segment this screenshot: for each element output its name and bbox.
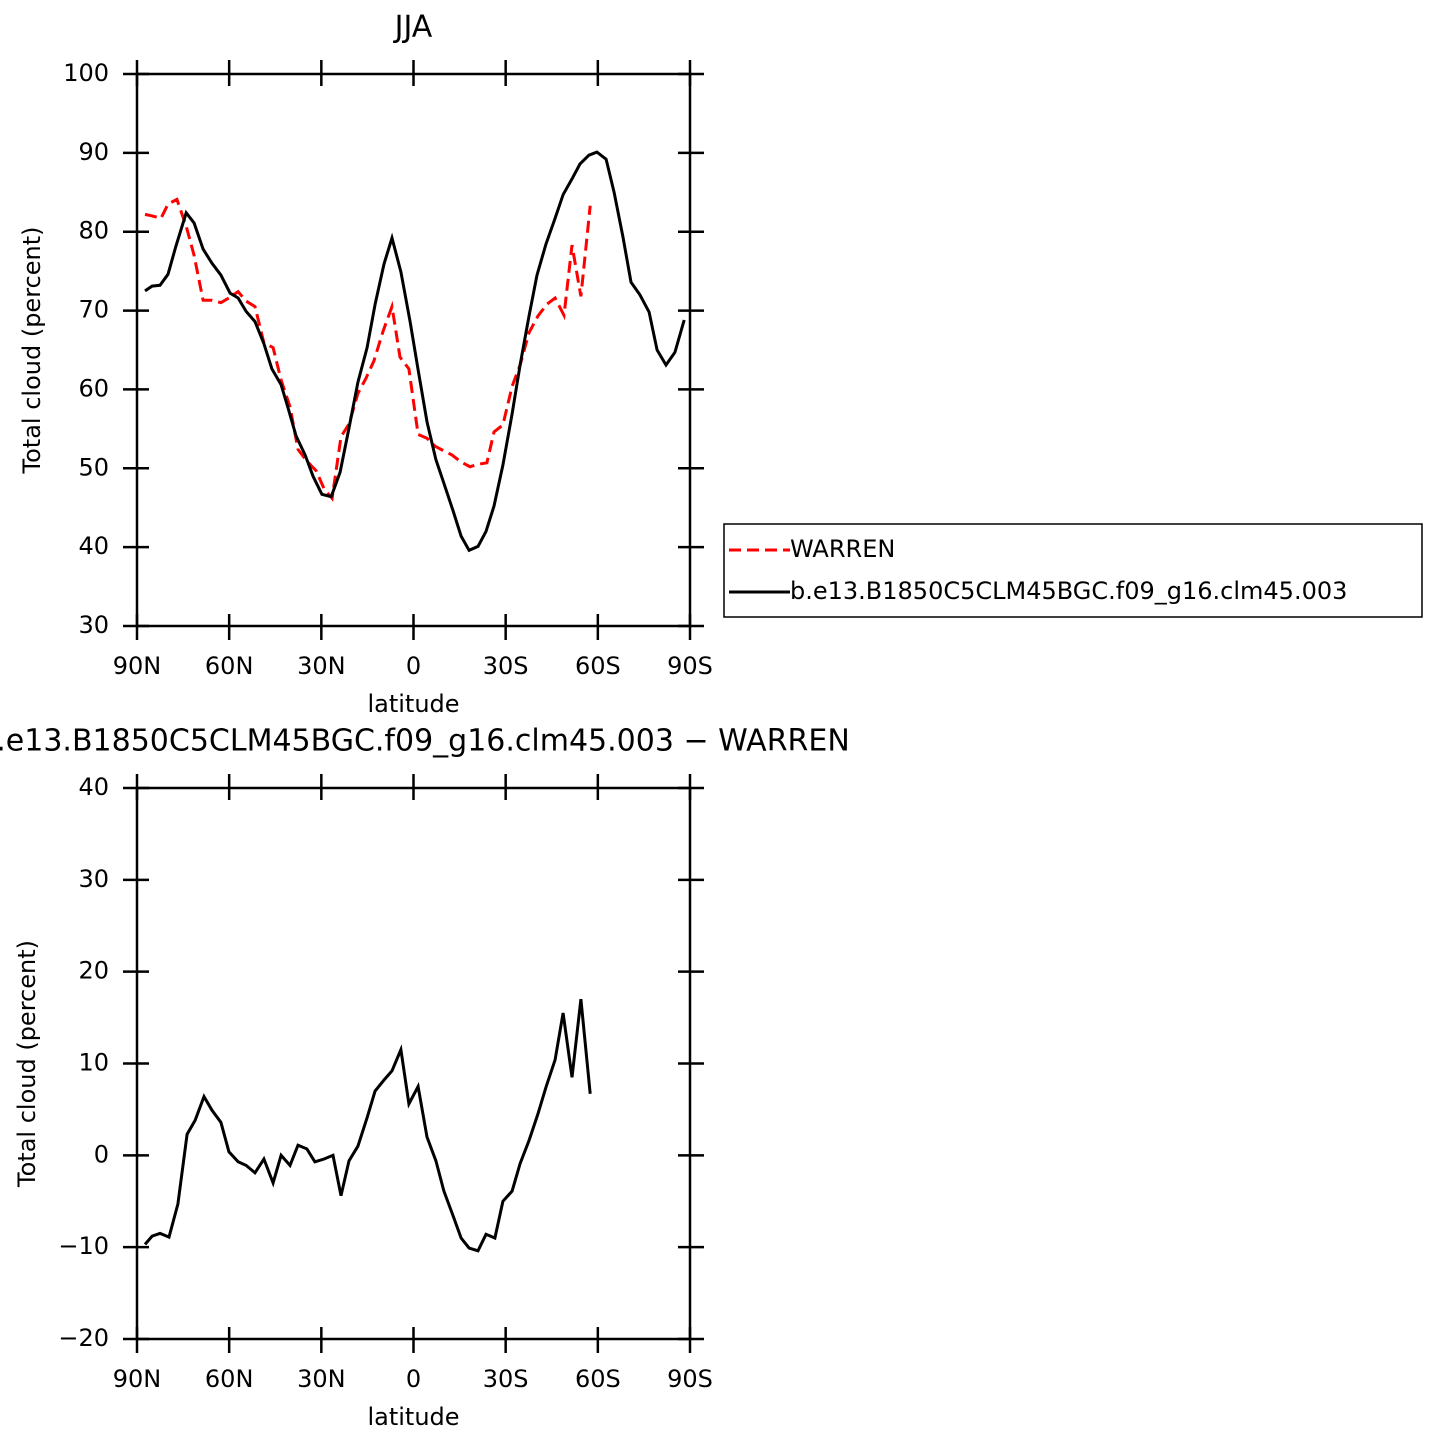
x-tick-label: 90N	[113, 652, 162, 680]
legend-label: WARREN	[790, 535, 895, 563]
x-tick-label: 30N	[297, 652, 346, 680]
y-tick-label: −20	[58, 1324, 109, 1352]
y-tick-label: 20	[78, 957, 109, 985]
y-tick-label: 90	[78, 138, 109, 166]
x-tick-label: 60S	[575, 1365, 621, 1393]
x-axis-label: latitude	[367, 690, 459, 718]
y-axis-label: Total cloud (percent)	[13, 940, 41, 1188]
y-axis-label: Total cloud (percent)	[18, 227, 46, 475]
y-tick-label: 40	[78, 773, 109, 801]
y-tick-label: 40	[78, 532, 109, 560]
chart-title: JJA	[393, 10, 433, 45]
x-tick-label: 60N	[205, 652, 254, 680]
x-tick-label: 90S	[667, 1365, 713, 1393]
x-tick-label: 90N	[113, 1365, 162, 1393]
chart-title: b.e13.B1850C5CLM45BGC.f09_g16.clm45.003 …	[0, 724, 850, 759]
y-tick-label: 100	[63, 59, 109, 87]
y-tick-label: 0	[94, 1140, 109, 1168]
legend-label: b.e13.B1850C5CLM45BGC.f09_g16.clm45.003	[790, 577, 1347, 605]
legend-box	[723, 523, 1423, 618]
x-tick-label: 30S	[483, 1365, 529, 1393]
y-tick-label: 50	[78, 453, 109, 481]
y-tick-label: 30	[78, 611, 109, 639]
x-tick-label: 0	[406, 1365, 421, 1393]
y-tick-label: 80	[78, 217, 109, 245]
x-tick-label: 30N	[297, 1365, 346, 1393]
y-tick-label: −10	[58, 1232, 109, 1260]
plot-frame	[135, 786, 692, 1341]
data-line	[144, 197, 592, 502]
y-tick-label: 10	[78, 1049, 109, 1077]
x-tick-label: 60S	[575, 652, 621, 680]
y-tick-label: 70	[78, 296, 109, 324]
x-tick-label: 0	[406, 652, 421, 680]
x-tick-label: 90S	[667, 652, 713, 680]
y-tick-label: 60	[78, 374, 109, 402]
x-axis-label: latitude	[367, 1403, 459, 1431]
x-tick-label: 60N	[205, 1365, 254, 1393]
data-line	[144, 150, 686, 553]
x-tick-label: 30S	[483, 652, 529, 680]
y-tick-label: 30	[78, 865, 109, 893]
data-line	[143, 999, 592, 1253]
